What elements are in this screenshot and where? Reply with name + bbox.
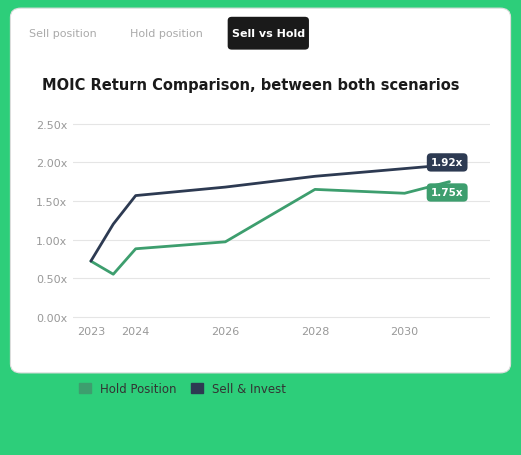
- Text: Hold position: Hold position: [130, 29, 203, 39]
- Legend: Hold Position, Sell & Invest: Hold Position, Sell & Invest: [79, 382, 286, 395]
- Text: MOIC Return Comparison, between both scenarios: MOIC Return Comparison, between both sce…: [42, 78, 459, 93]
- Text: 1.92x: 1.92x: [431, 158, 463, 168]
- Text: Sell vs Hold: Sell vs Hold: [232, 29, 305, 39]
- Text: Sell position: Sell position: [29, 29, 96, 39]
- Text: 1.75x: 1.75x: [431, 188, 464, 198]
